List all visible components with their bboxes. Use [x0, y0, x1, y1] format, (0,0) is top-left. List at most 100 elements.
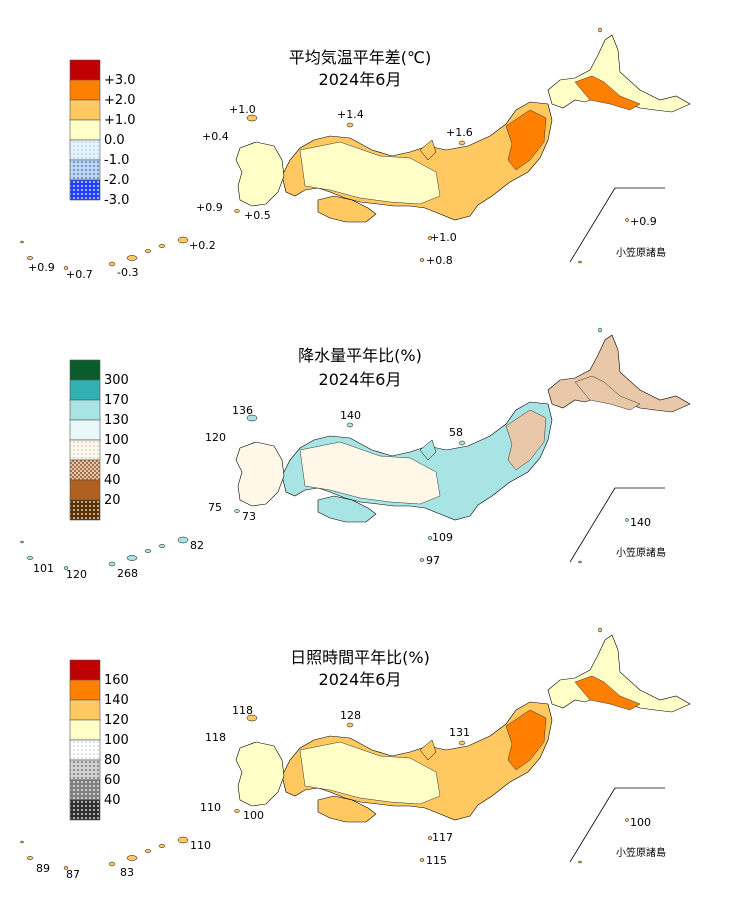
value-annotation: 117: [432, 831, 453, 844]
small-island: [419, 558, 425, 562]
small-island: [63, 866, 69, 870]
legend-swatch: [69, 739, 101, 761]
small-island: [598, 327, 602, 333]
legend-swatch: [69, 479, 101, 501]
legend-label: +2.0: [104, 93, 136, 108]
legend-label: -3.0: [104, 193, 129, 208]
value-annotation: 110: [190, 839, 211, 852]
small-island: [20, 540, 24, 544]
legend-swatch: [69, 79, 101, 101]
small-island: [625, 518, 629, 522]
hokkaido-region: [547, 34, 691, 113]
legend-swatch: [69, 379, 101, 401]
small-island: [346, 122, 354, 128]
small-island: [419, 858, 425, 862]
region-fill: [574, 75, 641, 111]
legend-label: 40: [104, 473, 121, 488]
small-island: [234, 809, 240, 813]
small-island: [144, 849, 152, 853]
value-annotation: +0.8: [426, 254, 453, 267]
small-island: [246, 714, 258, 722]
value-annotation: +1.6: [446, 126, 473, 139]
value-annotation: 82: [190, 539, 204, 552]
region-fill: [299, 441, 441, 505]
legend-swatch: [69, 499, 101, 521]
hokkaido-region: [547, 334, 691, 413]
legend-label: 70: [104, 453, 121, 468]
shikoku-region: [317, 795, 377, 823]
small-island: [177, 236, 189, 244]
legend-swatch: [69, 419, 101, 441]
value-annotation: 73: [242, 510, 256, 523]
legend-label: 40: [104, 793, 121, 808]
value-annotation: 140: [630, 516, 651, 529]
small-island: [427, 236, 433, 240]
small-island: [144, 549, 152, 553]
value-annotation: +1.4: [337, 108, 364, 121]
small-island: [158, 244, 166, 248]
panel-subtitle: 2024年6月: [318, 70, 402, 89]
value-annotation: +0.2: [189, 239, 216, 252]
region-fill: [505, 109, 547, 171]
value-annotation: 100: [630, 816, 651, 829]
shikoku-region: [317, 495, 377, 523]
legend-label: 20: [104, 493, 121, 508]
legend-swatch: [69, 99, 101, 121]
value-annotation: 136: [232, 404, 253, 417]
value-annotation: 109: [432, 531, 453, 544]
small-island: [578, 560, 582, 564]
small-island: [346, 422, 354, 428]
sunshine-panel: 160 140 120 100 80 60 40 小笠原諸島 118 128 118 131 110 10…: [0, 600, 750, 900]
legend-label: 140: [104, 693, 129, 708]
legend-label: 100: [104, 433, 129, 448]
small-island: [26, 556, 34, 560]
kyushu-region: [235, 741, 285, 807]
legend-label: 160: [104, 673, 129, 688]
ogasawara-label: 小笠原諸島: [616, 846, 666, 859]
value-annotation: +0.7: [66, 268, 93, 281]
small-island: [108, 861, 116, 867]
panel-title: 日照時間平年比(%): [290, 648, 430, 667]
small-island: [427, 536, 433, 540]
value-annotation: 131: [449, 726, 470, 739]
precipitation-map: 300 170 130 100 70 40 20 小笠原諸島 136 140 120 58 75 73 10…: [20, 327, 691, 581]
value-annotation: +0.9: [630, 215, 657, 228]
legend-swatch: [69, 459, 101, 481]
value-annotation: 58: [449, 426, 463, 439]
legend-swatch: [69, 699, 101, 721]
kyushu-region: [235, 441, 285, 507]
value-annotation: 120: [205, 431, 226, 444]
small-island: [598, 27, 602, 33]
small-island: [598, 627, 602, 633]
precipitation-panel: 300 170 130 100 70 40 20 小笠原諸島 136 140 120 58 75 73 10…: [0, 300, 750, 600]
small-island: [246, 114, 258, 122]
small-island: [578, 860, 582, 864]
small-island: [177, 536, 189, 544]
legend-swatch: [69, 359, 101, 381]
ogasawara-label: 小笠原諸島: [616, 546, 666, 559]
legend-label: -2.0: [104, 173, 129, 188]
small-island: [20, 840, 24, 844]
small-island: [578, 260, 582, 264]
legend-label: -1.0: [104, 153, 129, 168]
panel-title: 平均気温平年差(℃): [288, 48, 432, 67]
value-annotation: 97: [426, 554, 440, 567]
small-island: [144, 249, 152, 253]
temperature-panel: +3.0 +2.0 +1.0 0.0 -1.0 -2.0 -3.0 小笠原諸島 +1.0 +1.4…: [0, 0, 750, 300]
region-fill: [299, 141, 441, 205]
shikoku-region: [317, 195, 377, 223]
legend-swatch: [69, 679, 101, 701]
legend-swatch: [69, 719, 101, 741]
region-fill: [299, 741, 441, 805]
value-annotation: 100: [243, 809, 264, 822]
small-island: [625, 818, 629, 822]
legend-swatch: [69, 439, 101, 461]
value-annotation: 115: [426, 854, 447, 867]
small-island: [108, 561, 116, 567]
value-annotation: +0.9: [28, 261, 55, 274]
value-annotation: 140: [340, 409, 361, 422]
panel-subtitle: 2024年6月: [318, 370, 402, 389]
value-annotation: 128: [340, 709, 361, 722]
value-annotation: 101: [33, 562, 54, 575]
legend-label: 60: [104, 773, 121, 788]
